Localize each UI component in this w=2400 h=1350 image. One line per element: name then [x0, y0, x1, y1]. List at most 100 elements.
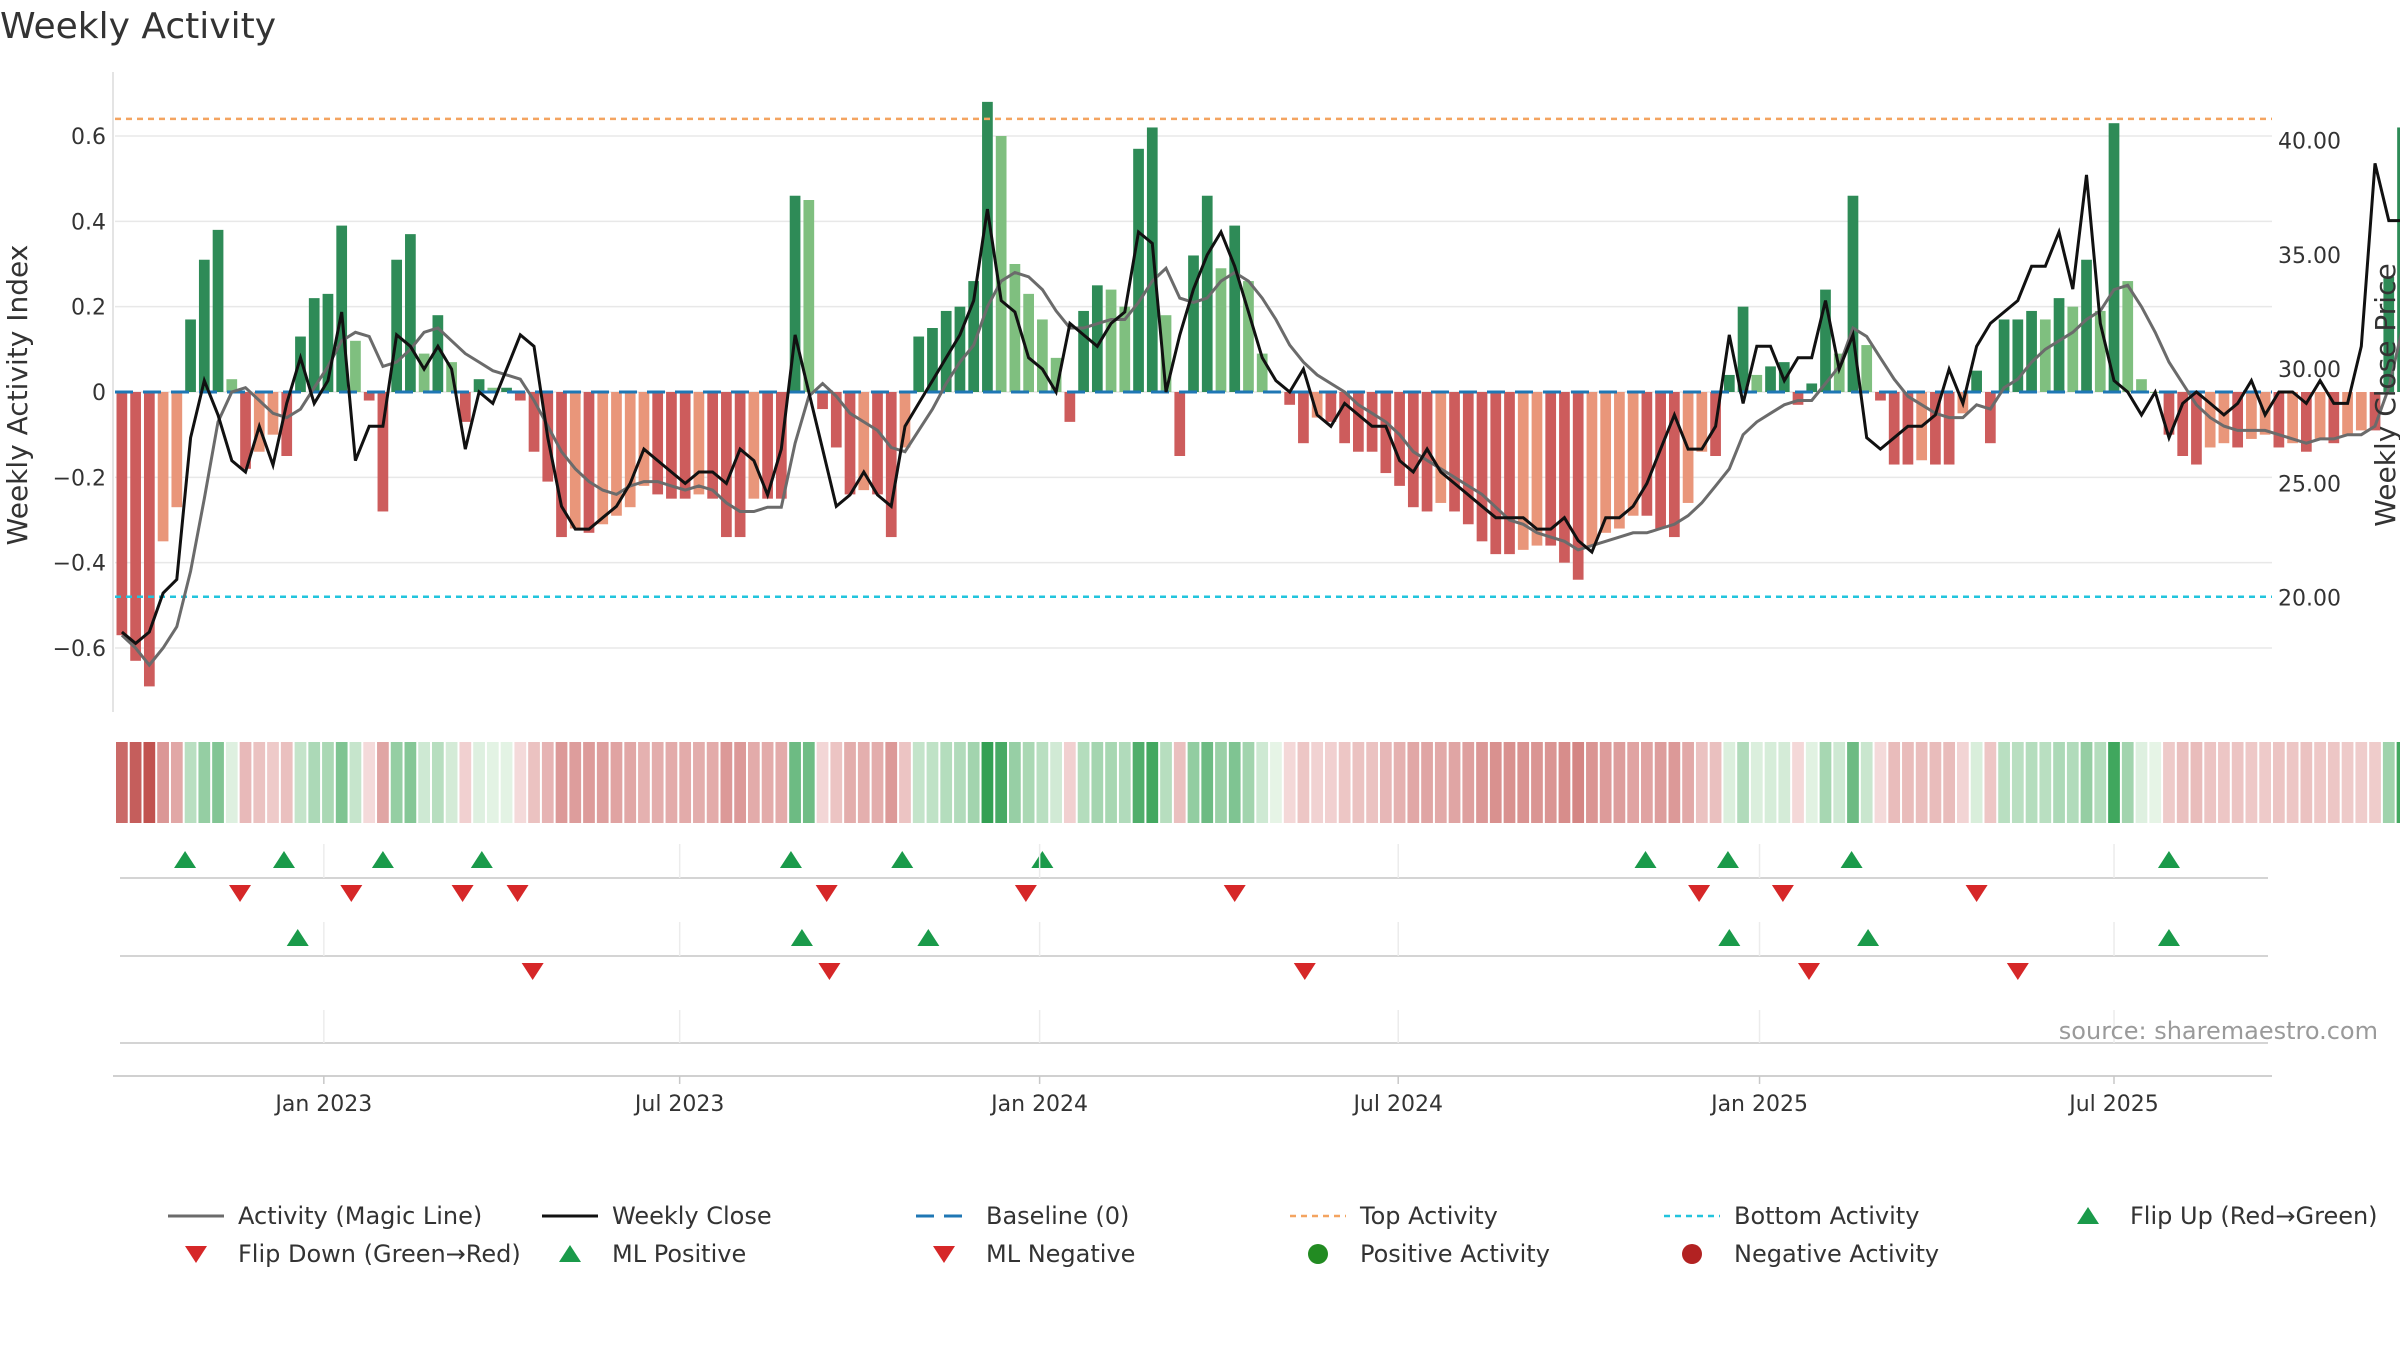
- activity-strip-cell: [2108, 742, 2120, 823]
- activity-strip-cell: [1160, 742, 1172, 823]
- activity-bar: [913, 336, 925, 392]
- weekly-close-series: [120, 163, 2400, 646]
- activity-bar: [1930, 392, 1941, 465]
- activity-strip-cell: [2355, 742, 2368, 823]
- activity-bar: [1586, 392, 1598, 546]
- activity-strip-cell: [1668, 742, 1681, 823]
- flip-down-marker: [1014, 885, 1037, 902]
- activity-strip-cell: [1503, 742, 1516, 823]
- activity-strip-cell: [1476, 742, 1488, 823]
- activity-strip-cell: [1943, 742, 1956, 823]
- activity-strip-cell: [198, 742, 211, 823]
- activity-strip-cell: [1201, 742, 1214, 823]
- activity-strip-cell: [1778, 742, 1791, 823]
- legend-item-magic: Activity (Magic Line): [168, 1202, 482, 1230]
- activity-bar: [2053, 298, 2065, 392]
- activity-strip-cell: [1599, 742, 1612, 823]
- activity-strip-cell: [1105, 742, 1117, 823]
- x-axis-ticks: Jan 2023 Jul 2023 Jan 2024 Jul 2024 Jan 2025…: [273, 844, 2159, 1117]
- activity-bar: [1806, 383, 1818, 392]
- activity-strip-cell: [1173, 742, 1186, 823]
- activity-bar: [611, 392, 622, 516]
- activity-strip-cell: [844, 742, 856, 823]
- activity-strip-cell: [1586, 742, 1598, 823]
- activity-strip-cell: [1847, 742, 1859, 823]
- legend-swatch: [559, 1245, 581, 1262]
- activity-strip-cell: [1517, 742, 1530, 823]
- activity-bar: [1325, 392, 1337, 422]
- activity-strip-cell: [2204, 742, 2217, 823]
- activity-bar: [501, 387, 512, 392]
- activity-bar: [1669, 392, 1680, 538]
- activity-strip-cell: [1146, 742, 1159, 823]
- activity-bar: [1023, 293, 1034, 392]
- flip-up-marker: [371, 851, 394, 868]
- activity-bar: [1751, 374, 1763, 392]
- activity-bar: [556, 392, 567, 538]
- activity-strip-cell: [1819, 742, 1832, 823]
- activity-strip-cell: [1737, 742, 1749, 823]
- ml-down-marker: [1293, 963, 1316, 980]
- activity-bar: [927, 328, 938, 392]
- activity-strip-cell: [569, 742, 582, 823]
- activity-bar: [377, 392, 389, 512]
- activity-strip-cell: [555, 742, 568, 823]
- right-y-ticks: 20.00 25.00 30.00 35.00 40.00: [2278, 130, 2341, 612]
- signal-rows: [120, 851, 2268, 1044]
- activity-bar: [212, 229, 224, 392]
- activity-bar: [1655, 392, 1666, 529]
- activity-strip-cell: [2039, 742, 2052, 823]
- activity-bar: [899, 392, 911, 448]
- activity-bar: [514, 392, 526, 401]
- legend-item-pos_act: Positive Activity: [1308, 1240, 1550, 1268]
- right-tick-label: 30.00: [2278, 358, 2341, 383]
- activity-bar: [391, 259, 403, 392]
- flip-up-marker: [2157, 851, 2180, 868]
- activity-strip-cell: [1874, 742, 1887, 823]
- activity-strip-cell: [2259, 742, 2271, 823]
- left-tick-label: −0.2: [53, 466, 106, 491]
- activity-bar: [2218, 392, 2230, 444]
- activity-strip-cell: [1407, 742, 1420, 823]
- activity-strip-cell: [143, 742, 156, 823]
- legend-label: Flip Down (Green→Red): [238, 1240, 521, 1268]
- activity-bar: [2314, 392, 2326, 439]
- activity-strip-cell: [830, 742, 843, 823]
- right-tick-label: 25.00: [2278, 472, 2341, 497]
- activity-bar: [789, 195, 801, 392]
- activity-strip-cell: [1421, 742, 1433, 823]
- activity-strip-cell: [184, 742, 197, 823]
- activity-bar: [1366, 392, 1378, 452]
- activity-bar: [597, 392, 609, 525]
- activity-strip-cell: [802, 742, 815, 823]
- activity-strip-cell: [267, 742, 279, 823]
- legend-item-flip_up: Flip Up (Red→Green): [2077, 1202, 2378, 1230]
- activity-bar: [363, 392, 375, 401]
- activity-bar: [1215, 268, 1227, 392]
- activity-strip-cell: [1448, 742, 1461, 823]
- activity-bar: [2328, 392, 2340, 444]
- activity-bar: [157, 392, 169, 542]
- activity-bar: [528, 392, 540, 452]
- activity-bar: [2232, 392, 2244, 448]
- activity-strip-cell: [2176, 742, 2189, 823]
- activity-strip-cell: [1118, 742, 1131, 823]
- activity-bar: [1943, 392, 1955, 465]
- activity-bar: [1078, 310, 1089, 392]
- ml-down-marker: [521, 963, 544, 980]
- activity-bar: [1531, 392, 1543, 546]
- activity-strip-cell: [624, 742, 637, 823]
- activity-bar: [1545, 392, 1557, 546]
- activity-bar: [830, 392, 842, 448]
- activity-bar: [995, 136, 1007, 392]
- activity-strip-cell: [1270, 742, 1282, 823]
- activity-heat-strip: [116, 742, 2400, 823]
- activity-strip-cell: [2080, 742, 2093, 823]
- activity-bar: [116, 392, 128, 636]
- chart-title: Weekly Activity: [0, 6, 276, 47]
- activity-strip-cell: [747, 742, 760, 823]
- activity-bar: [872, 392, 883, 495]
- activity-strip-cell: [1215, 742, 1227, 823]
- activity-bar: [2039, 319, 2051, 392]
- activity-strip-cell: [761, 742, 774, 823]
